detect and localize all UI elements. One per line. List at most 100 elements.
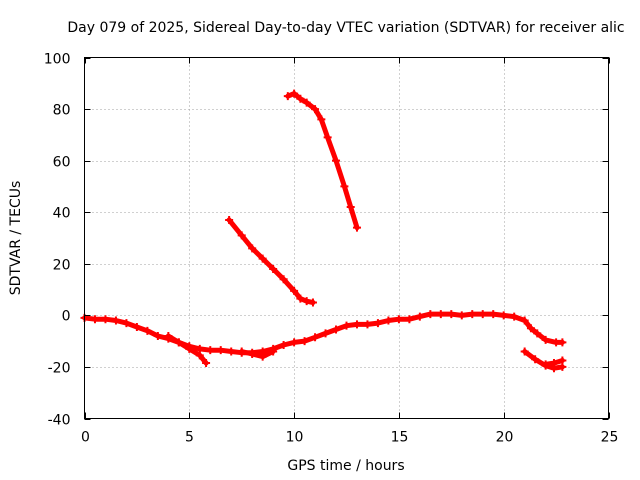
data-point xyxy=(308,298,317,307)
x-tick-label: 10 xyxy=(286,430,304,446)
series-upper-branch-22h xyxy=(541,356,567,369)
data-point xyxy=(426,310,435,319)
data-point xyxy=(279,341,288,350)
x-tick-label: 25 xyxy=(601,430,619,446)
data-point xyxy=(185,344,194,353)
data-point xyxy=(499,311,508,320)
data-point xyxy=(290,286,299,295)
data-point xyxy=(122,319,131,328)
series-layer xyxy=(80,89,567,373)
y-axis-label: SDTVAR / TECUs xyxy=(8,181,24,296)
data-point xyxy=(153,331,162,340)
data-point xyxy=(489,310,498,319)
data-point xyxy=(164,331,173,340)
x-tick-label: 0 xyxy=(81,430,90,446)
data-point xyxy=(248,244,257,253)
data-point xyxy=(457,311,466,320)
data-point xyxy=(225,215,234,224)
data-point xyxy=(384,316,393,325)
data-point xyxy=(394,315,403,324)
data-point xyxy=(206,346,215,355)
data-point xyxy=(526,324,535,333)
data-point xyxy=(352,320,361,329)
data-point xyxy=(311,105,320,114)
data-point xyxy=(237,231,246,240)
data-point xyxy=(468,310,477,319)
x-tick-label: 15 xyxy=(391,430,409,446)
y-tick-label: -20 xyxy=(48,361,71,377)
y-tick-label: 60 xyxy=(53,155,71,171)
data-point xyxy=(447,310,456,319)
data-point xyxy=(340,182,349,191)
data-point xyxy=(111,316,120,325)
data-point xyxy=(332,325,341,334)
chart-title: Day 079 of 2025, Sidereal Day-to-day VTE… xyxy=(67,20,624,36)
y-tick-label: -40 xyxy=(48,413,71,429)
series-upper-arc xyxy=(283,89,361,232)
data-point xyxy=(258,352,267,361)
series-mid-arc xyxy=(225,215,317,307)
y-tick-label: 40 xyxy=(53,206,71,222)
y-tick-label: 0 xyxy=(62,309,71,325)
data-point xyxy=(321,329,330,338)
data-point xyxy=(332,156,341,165)
data-point xyxy=(317,115,326,124)
data-point xyxy=(520,347,529,356)
data-point xyxy=(363,320,372,329)
data-point xyxy=(541,335,550,344)
data-point xyxy=(269,264,278,273)
data-point xyxy=(373,319,382,328)
data-point xyxy=(258,254,267,263)
data-point xyxy=(290,338,299,347)
y-tick-label: 100 xyxy=(44,52,71,68)
plot-frame xyxy=(84,57,609,419)
data-point xyxy=(90,315,99,324)
data-point xyxy=(101,315,110,324)
data-point xyxy=(558,338,567,347)
data-point xyxy=(300,337,309,346)
series-lower-branch-8h xyxy=(237,347,278,361)
data-point xyxy=(279,275,288,284)
x-axis-label: GPS time / hours xyxy=(287,458,404,474)
data-point xyxy=(216,346,225,355)
data-point xyxy=(296,94,305,103)
data-point xyxy=(323,133,332,142)
data-point xyxy=(248,350,257,359)
grid xyxy=(84,57,609,419)
data-point xyxy=(346,203,355,212)
data-point xyxy=(311,333,320,342)
series-line xyxy=(239,349,276,360)
data-point xyxy=(143,326,152,335)
series-line xyxy=(226,217,316,305)
data-point xyxy=(405,315,414,324)
data-point xyxy=(533,329,542,338)
data-point xyxy=(227,347,236,356)
data-point xyxy=(352,223,361,232)
y-tick-label: 80 xyxy=(53,103,71,119)
data-point xyxy=(510,312,519,321)
data-point xyxy=(302,297,311,306)
data-point xyxy=(478,310,487,319)
data-point xyxy=(290,89,299,98)
data-point xyxy=(436,310,445,319)
data-point xyxy=(558,356,567,365)
data-point xyxy=(132,322,141,331)
data-point xyxy=(296,294,305,303)
data-point xyxy=(283,92,292,101)
series-lower-branch-5h xyxy=(164,331,211,368)
x-tick-label: 5 xyxy=(185,430,194,446)
data-point xyxy=(520,316,529,325)
data-point xyxy=(174,338,183,347)
data-point xyxy=(550,359,559,368)
data-point xyxy=(415,312,424,321)
data-point xyxy=(531,355,540,364)
data-point xyxy=(342,321,351,330)
data-point xyxy=(302,98,311,107)
ticks: 0 5 10 15 20 25 -40 -20 0 20 40 60 80 100 xyxy=(44,52,619,446)
x-tick-label: 20 xyxy=(496,430,514,446)
data-point xyxy=(202,359,211,368)
data-point xyxy=(541,360,550,369)
data-point xyxy=(269,347,278,356)
